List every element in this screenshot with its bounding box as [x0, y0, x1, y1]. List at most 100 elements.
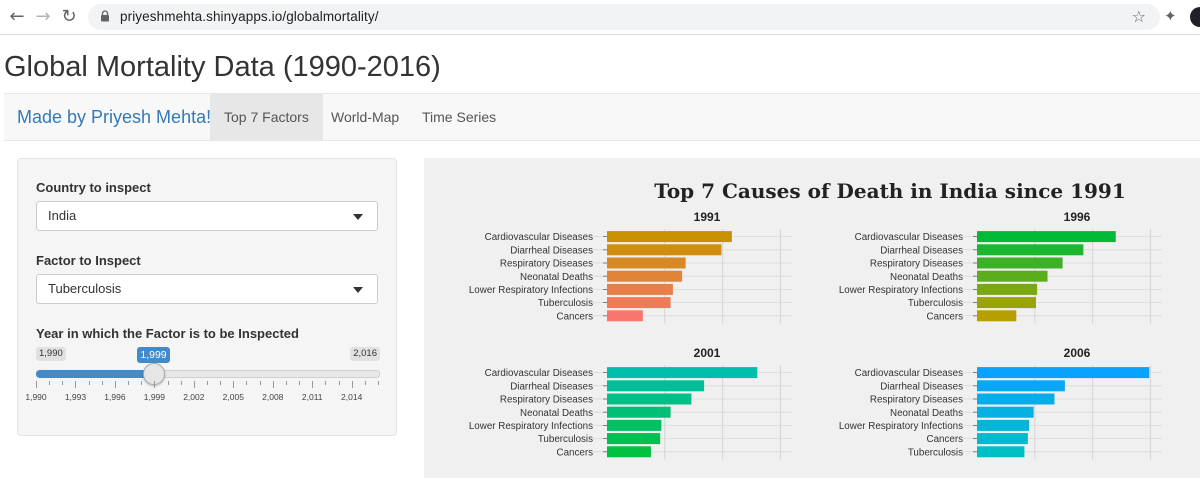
bar: [977, 244, 1084, 256]
bar: [977, 257, 1063, 269]
category-label: Respiratory Diseases: [500, 395, 593, 406]
category-label: Lower Respiratory Infections: [839, 421, 963, 432]
bar: [607, 310, 643, 322]
bar: [607, 270, 683, 282]
slider-grid-tick: [378, 381, 379, 385]
slider-fill: [36, 370, 155, 378]
profile-avatar[interactable]: [1190, 7, 1200, 27]
slider-grid-label: 2,002: [183, 392, 205, 402]
year-label: Year in which the Factor is to be Inspec…: [36, 326, 299, 341]
chart-panel-1996: 1996 Cardiovascular Diseases Diarrheal Dis…: [839, 210, 1162, 324]
category-label: Cancers: [557, 447, 594, 458]
bar: [607, 297, 671, 309]
category-label: Cardiovascular Diseases: [855, 232, 963, 243]
factor-select-value: Tuberculosis: [48, 281, 122, 296]
category-label: Diarrheal Diseases: [880, 381, 963, 392]
chevron-down-icon: [353, 214, 363, 220]
category-label: Tuberculosis: [538, 298, 593, 309]
country-select-value: India: [48, 208, 77, 223]
slider-grid-label: 1,990: [25, 392, 47, 402]
slider-grid-tick: [75, 381, 77, 388]
slider-grid-tick: [36, 381, 37, 388]
slider-grid-tick: [312, 381, 314, 388]
bar: [607, 406, 671, 418]
country-select[interactable]: India: [36, 201, 378, 231]
bar: [607, 446, 651, 458]
slider-grid-tick: [351, 381, 353, 388]
panel-year-label: 2001: [694, 346, 721, 360]
slider-grid-tick: [88, 381, 90, 385]
slider-grid-tick: [325, 381, 327, 385]
category-label: Tuberculosis: [908, 298, 963, 309]
forward-arrow-icon[interactable]: →: [35, 6, 51, 27]
slider-grid-tick: [167, 381, 169, 385]
slider-grid-label: 2,005: [222, 392, 244, 402]
slider-grid-label: 2,011: [301, 392, 323, 402]
bar: [977, 406, 1034, 418]
bar: [977, 310, 1017, 322]
category-label: Diarrheal Diseases: [510, 245, 593, 256]
chart-panel: Top 7 Causes of Death in India since 199…: [424, 158, 1200, 478]
slider-grid-tick: [128, 381, 130, 385]
slider-grid-label: 1,996: [104, 392, 126, 402]
bar: [607, 393, 692, 405]
slider-grid-tick: [259, 381, 261, 385]
chart-title: Top 7 Causes of Death in India since 199…: [654, 179, 1125, 203]
mortality-chart: Top 7 Causes of Death in India since 199…: [469, 179, 1162, 460]
extensions-puzzle-icon[interactable]: ✦: [1164, 7, 1177, 25]
navbar: Made by Priyesh Mehta! Top 7 Factors Wor…: [4, 93, 1200, 141]
panel-year-label: 2006: [1064, 346, 1091, 360]
slider-grid-tick: [364, 381, 366, 385]
back-arrow-icon[interactable]: ←: [9, 6, 25, 27]
category-label: Cardiovascular Diseases: [855, 368, 963, 379]
slider-min-label: 1,990: [36, 347, 66, 361]
bar: [977, 419, 1030, 431]
bar: [607, 257, 686, 269]
category-label: Lower Respiratory Infections: [469, 421, 593, 432]
browser-toolbar: ← → ↻ priyeshmehta.shinyapps.io/globalmo…: [0, 0, 1200, 35]
lock-icon: [101, 10, 109, 22]
slider-grid-tick: [233, 381, 235, 388]
chart-panel-2006: 2006 Cardiovascular Diseases Diarrheal Dis…: [839, 346, 1162, 460]
slider-grid-tick: [141, 381, 143, 385]
address-bar[interactable]: priyeshmehta.shinyapps.io/globalmortalit…: [88, 4, 1160, 30]
bookmark-star-icon[interactable]: ☆: [1131, 7, 1146, 26]
bar: [607, 419, 662, 431]
bar: [977, 380, 1065, 392]
bar: [607, 244, 722, 256]
bar: [977, 297, 1036, 309]
year-slider[interactable]: 1,990 2,016 1,999 1,990 1,993 1,996 1,999 2,…: [25, 347, 380, 417]
slider-grid-tick: [49, 381, 51, 385]
tab-top-7-factors[interactable]: Top 7 Factors: [210, 94, 323, 140]
bar: [977, 231, 1116, 243]
category-label: Cardiovascular Diseases: [485, 368, 593, 379]
chart-panel-2001: 2001 Cardiovascular Diseases Diarrheal Dis…: [469, 346, 792, 460]
slider-grid-tick: [101, 381, 103, 385]
url-text[interactable]: priyeshmehta.shinyapps.io/globalmortalit…: [120, 9, 379, 24]
bar: [607, 231, 732, 243]
slider-grid-tick: [114, 381, 116, 388]
navbar-brand[interactable]: Made by Priyesh Mehta!: [17, 107, 212, 127]
slider-grid-tick: [193, 381, 195, 388]
bar: [977, 283, 1038, 295]
slider-grid-label: 1,999: [143, 392, 166, 402]
category-label: Cancers: [927, 311, 964, 322]
bar: [607, 433, 661, 445]
tab-world-map[interactable]: World-Map: [331, 109, 400, 125]
reload-icon[interactable]: ↻: [61, 6, 77, 27]
slider-max-label: 2,016: [350, 347, 380, 361]
category-label: Respiratory Diseases: [500, 259, 593, 270]
category-label: Cardiovascular Diseases: [485, 232, 593, 243]
slider-grid-tick: [246, 381, 248, 385]
category-label: Diarrheal Diseases: [510, 381, 593, 392]
category-label: Neonatal Deaths: [520, 408, 593, 419]
factor-select[interactable]: Tuberculosis: [36, 274, 378, 304]
tab-time-series[interactable]: Time Series: [422, 109, 497, 125]
page-title: Global Mortality Data (1990-2016): [4, 51, 441, 83]
bar: [607, 283, 673, 295]
slider-grid-tick: [207, 381, 208, 385]
factor-label: Factor to Inspect: [36, 253, 141, 268]
category-label: Neonatal Deaths: [890, 408, 963, 419]
bar: [607, 380, 705, 392]
category-label: Tuberculosis: [538, 434, 593, 445]
